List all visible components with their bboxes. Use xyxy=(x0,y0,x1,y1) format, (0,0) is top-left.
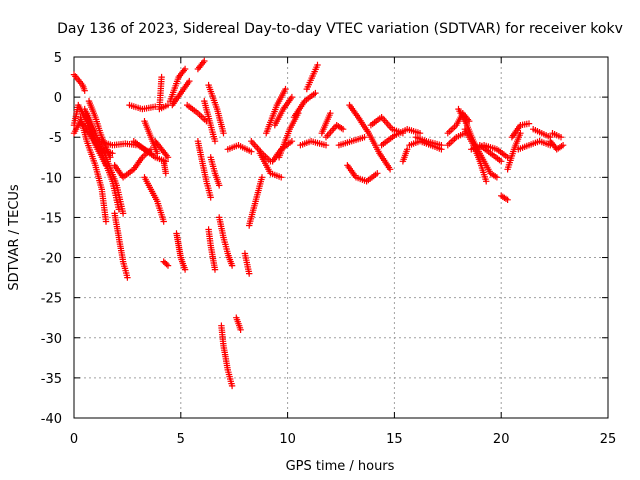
data-point xyxy=(124,274,131,281)
data-point xyxy=(164,262,172,269)
data-point xyxy=(181,266,189,273)
data-point xyxy=(216,182,223,189)
data-point xyxy=(327,110,334,117)
data-point xyxy=(361,134,368,141)
x-tick-label: 15 xyxy=(386,432,403,447)
y-tick-label: -10 xyxy=(41,171,62,186)
x-tick-label: 5 xyxy=(177,432,185,447)
data-point xyxy=(525,120,533,127)
data-point xyxy=(220,130,227,137)
x-tick-label: 0 xyxy=(70,432,78,447)
data-point xyxy=(160,218,167,225)
x-axis-label: GPS time / hours xyxy=(286,459,395,474)
data-point xyxy=(312,89,319,97)
data-point xyxy=(237,326,244,333)
data-point xyxy=(557,134,565,141)
data-point xyxy=(162,170,169,177)
data-point xyxy=(211,138,219,145)
data-point xyxy=(207,194,214,201)
data-point xyxy=(278,174,285,181)
y-tick-label: -25 xyxy=(41,292,62,307)
data-point xyxy=(154,150,161,157)
data-point xyxy=(504,154,511,161)
data-point xyxy=(416,130,424,137)
data-point xyxy=(438,142,445,149)
data-point xyxy=(119,210,127,217)
data-point xyxy=(81,87,88,94)
y-tick-label: -5 xyxy=(49,131,62,146)
data-point xyxy=(483,178,490,185)
data-point xyxy=(181,65,189,73)
data-point xyxy=(102,218,110,225)
data-point xyxy=(288,93,296,101)
data-point xyxy=(228,262,236,269)
data-point xyxy=(559,142,567,149)
data-point xyxy=(314,61,321,69)
data-point xyxy=(386,166,394,173)
x-tick-label: 25 xyxy=(600,432,617,447)
axis-ticks: 0 5 10 15 20 25 5 0 -5 -10 -15 -20 -25 -30 -35 -40 xyxy=(41,51,617,447)
data-point xyxy=(322,142,330,149)
data-point xyxy=(517,130,524,137)
data-point xyxy=(186,77,193,85)
data-point xyxy=(339,126,347,133)
grid-lines xyxy=(74,57,608,418)
x-tick-label: 20 xyxy=(493,432,510,447)
data-point xyxy=(201,57,208,65)
data-points xyxy=(70,57,567,390)
y-tick-label: -15 xyxy=(41,211,62,226)
y-axis-label: SDTVAR / TECUs xyxy=(7,184,22,291)
data-point xyxy=(282,85,289,93)
data-point xyxy=(164,154,172,161)
y-tick-label: -20 xyxy=(41,252,62,267)
y-tick-label: 5 xyxy=(54,51,62,66)
chart-title: Day 136 of 2023, Sidereal Day-to-day VTE… xyxy=(57,21,623,37)
y-tick-label: -35 xyxy=(41,372,62,387)
y-tick-label: -40 xyxy=(41,412,62,427)
data-point xyxy=(493,174,501,181)
data-point xyxy=(211,266,219,273)
data-point xyxy=(163,261,170,268)
plot-frame xyxy=(73,56,609,419)
data-point xyxy=(228,382,236,390)
data-point xyxy=(498,158,505,165)
data-point xyxy=(152,103,159,110)
data-point xyxy=(374,170,381,177)
data-point xyxy=(504,196,511,203)
data-point xyxy=(107,154,114,161)
x-tick-label: 10 xyxy=(279,432,296,447)
data-point xyxy=(404,146,411,153)
y-tick-label: 0 xyxy=(54,91,62,106)
y-tick-label: -30 xyxy=(41,332,62,347)
data-point xyxy=(258,174,266,181)
data-point xyxy=(248,148,255,155)
data-point xyxy=(246,270,253,277)
data-point xyxy=(288,138,296,145)
